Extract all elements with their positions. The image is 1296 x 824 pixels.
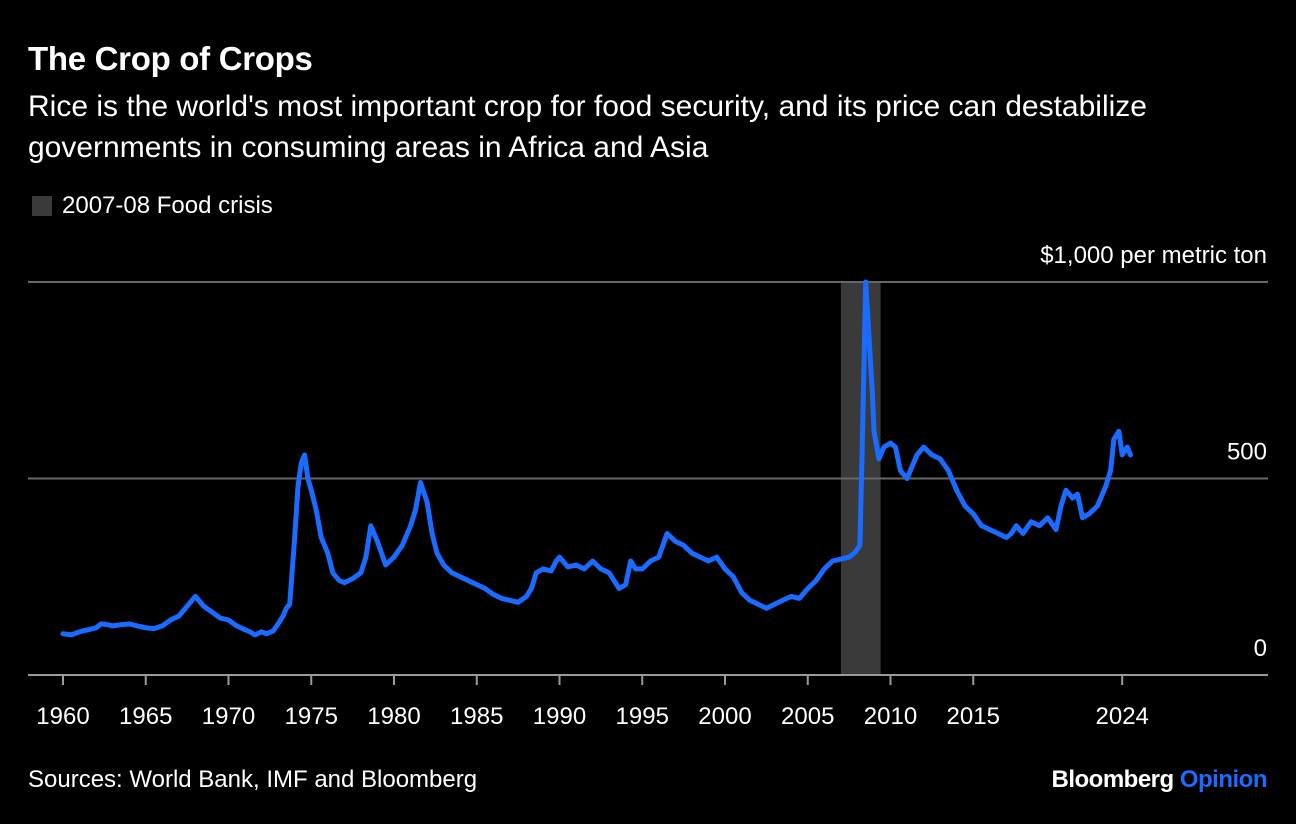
x-tick-label-1970: 1970 xyxy=(202,703,255,730)
legend: 2007-08 Food crisis xyxy=(32,192,273,220)
chart-subtitle: Rice is the world's most important crop … xyxy=(28,90,1147,164)
x-tick-label-2010: 2010 xyxy=(864,703,917,730)
x-tick-label-2005: 2005 xyxy=(781,703,834,730)
brand-main: Bloomberg xyxy=(1051,766,1175,793)
legend-label-crisis: 2007-08 Food crisis xyxy=(62,192,273,219)
brand-logo: Bloomberg Opinion xyxy=(1052,766,1268,794)
x-tick-label-1985: 1985 xyxy=(450,703,503,730)
x-tick-label-1965: 1965 xyxy=(119,703,172,730)
series-line-rice-price xyxy=(60,279,1133,638)
x-tick-label-2000: 2000 xyxy=(698,703,751,730)
x-tick-label-2015: 2015 xyxy=(947,703,1000,730)
sources-note: Sources: World Bank, IMF and Bloomberg xyxy=(28,766,478,793)
x-tick-label-1960: 1960 xyxy=(36,703,89,730)
y-tick-label-1000: $1,000 per metric ton xyxy=(1040,242,1267,269)
brand-accent: Opinion xyxy=(1179,766,1268,793)
legend-swatch-crisis xyxy=(32,196,52,216)
y-tick-label-0: 0 xyxy=(1254,635,1267,662)
x-tick-label-1995: 1995 xyxy=(616,703,669,730)
chart-title: The Crop of Crops xyxy=(28,40,313,77)
x-tick-label-1975: 1975 xyxy=(285,703,338,730)
y-tick-label-500: 500 xyxy=(1227,439,1267,466)
x-tick-label-1990: 1990 xyxy=(533,703,586,730)
x-tick-label-1980: 1980 xyxy=(367,703,420,730)
x-tick-label-2024: 2024 xyxy=(1096,703,1149,730)
